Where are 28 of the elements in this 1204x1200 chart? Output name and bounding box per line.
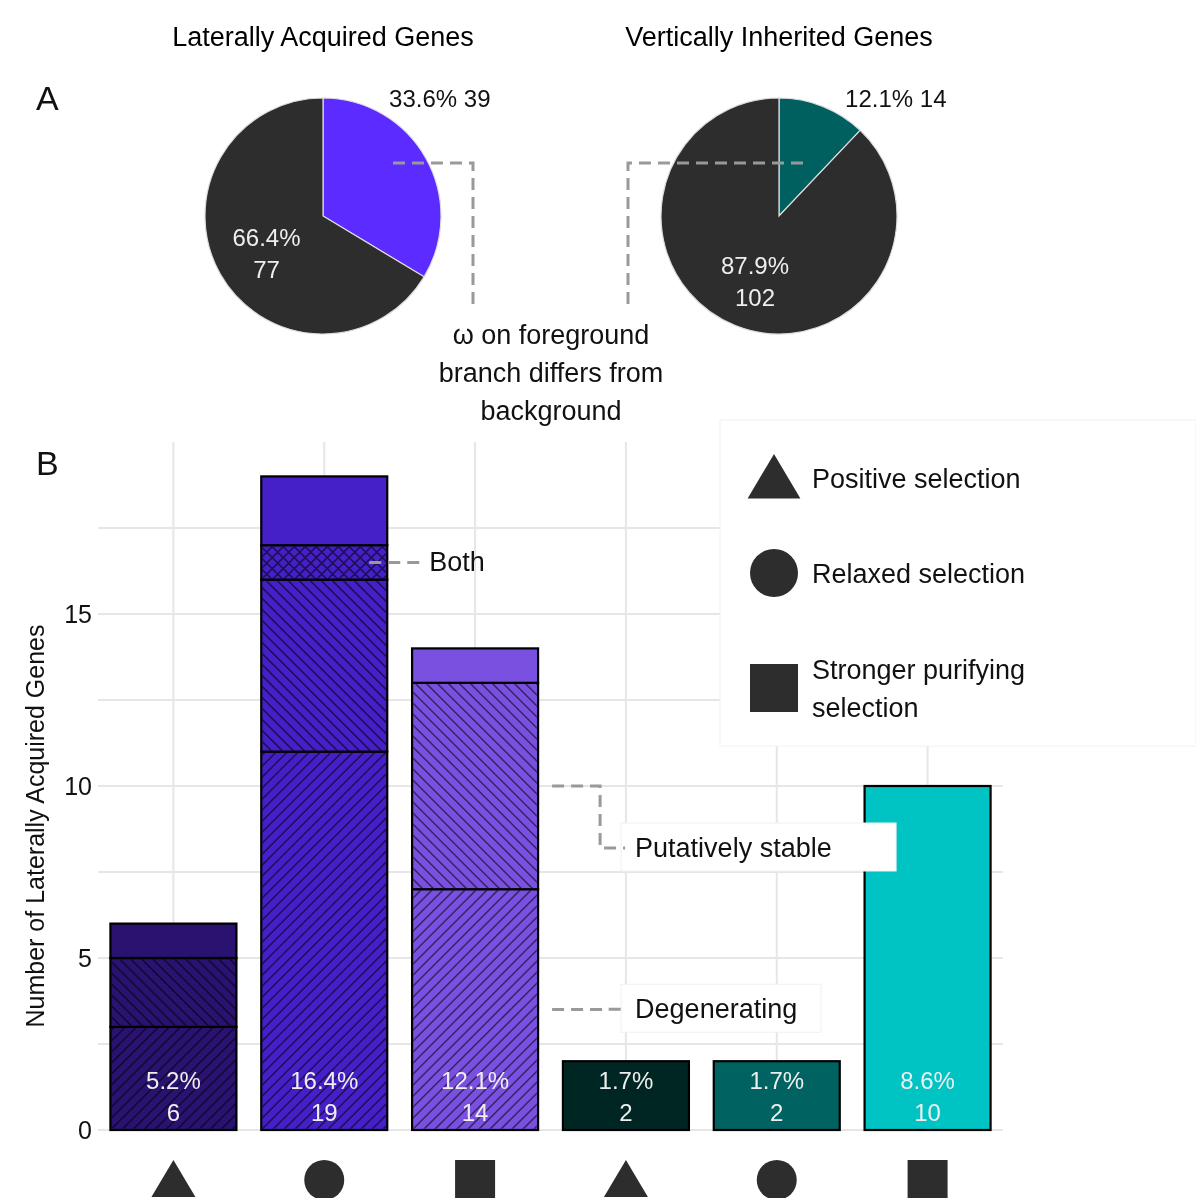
y-axis-title: Number of Laterally Acquired Genes [21,624,49,1028]
data-label: 87.9% 102 [720,252,790,312]
y-tick-label: 5 [78,944,92,972]
annotation: Positive selection [812,464,1021,494]
chart-title: Vertically Inherited Genes [625,22,933,52]
data-label: 33.6% 39 [389,85,491,113]
text: B [36,444,59,482]
annotation: Relaxed selection [812,559,1026,589]
text: Degenerating [635,994,798,1025]
annotation: Stronger purifying selection [812,655,1026,723]
total-label: 8.6% 10 [900,1067,955,1126]
total-label: 16.4% 19 [290,1067,359,1126]
text: A [36,79,59,117]
total-label: 1.7% 2 [598,1067,654,1126]
legend-label: Both [429,547,485,578]
bar [712,1060,841,1132]
data-label: 66.4% 77 [232,223,301,283]
bar [863,784,992,1132]
text: Putatively stable [635,833,832,863]
bar [561,1060,691,1132]
y-tick-label: 15 [64,600,92,628]
text: ω on foreground branch differs from background [438,320,664,426]
total-label: 5.2% 6 [146,1067,201,1126]
y-tick-label: 0 [78,1116,92,1144]
data-label: 12.1% 14 [845,85,947,113]
total-label: 1.7% 2 [749,1067,805,1126]
y-tick-label: 10 [64,772,92,800]
chart-title: Laterally Acquired Genes [172,22,474,52]
